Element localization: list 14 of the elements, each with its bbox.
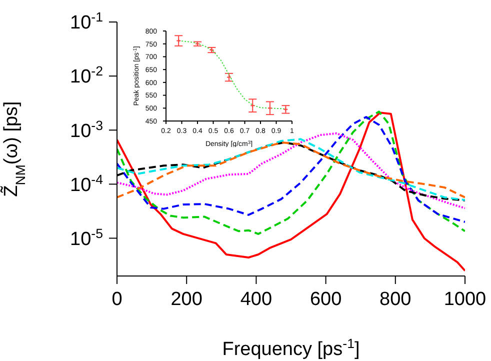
y-tick-label: 10$^{-4}$ — [70, 171, 103, 196]
x-tick-label: 1000 — [444, 289, 486, 310]
x-tick-label: 0 — [112, 289, 122, 310]
line-series — [117, 112, 465, 272]
line-series — [117, 132, 465, 210]
x-tick-label: 800 — [380, 289, 412, 310]
x-tick-label: 400 — [240, 289, 272, 310]
x-tick-label: 600 — [310, 289, 342, 310]
x-axis-title: Frequency [ps$^{-1}$] — [222, 336, 360, 360]
y-tick-label: 10$^{-1}$ — [70, 9, 103, 34]
y-tick-label: 10$^{-3}$ — [70, 117, 103, 142]
y-tick-label: 10$^{-2}$ — [70, 63, 103, 88]
y-tick-label: 10$^{-5}$ — [70, 225, 103, 250]
x-tick-label: 200 — [170, 289, 202, 310]
